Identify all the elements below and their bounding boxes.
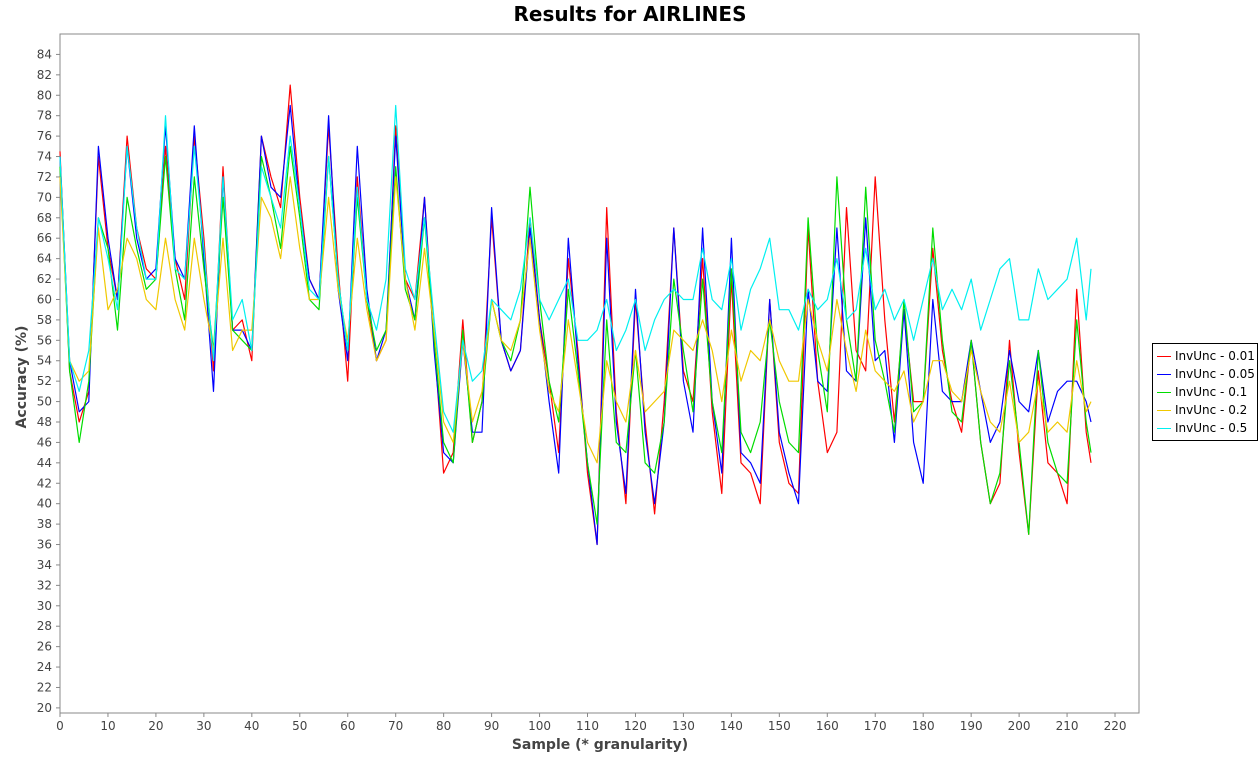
plot-area (59, 33, 1140, 714)
x-tick-label: 220 (1104, 719, 1127, 733)
y-tick-label: 30 (37, 599, 52, 613)
y-tick-label: 26 (37, 640, 52, 654)
y-tick-label: 76 (37, 129, 52, 143)
y-tick-label: 58 (37, 313, 52, 327)
legend-label: InvUnc - 0.05 (1175, 367, 1255, 381)
x-tick-label: 110 (576, 719, 599, 733)
y-tick-label: 28 (37, 619, 52, 633)
y-tick-label: 20 (37, 701, 52, 715)
y-tick-label: 50 (37, 395, 52, 409)
y-tick-label: 40 (37, 497, 52, 511)
y-tick-label: 42 (37, 476, 52, 490)
y-tick-label: 70 (37, 190, 52, 204)
x-tick-label: 100 (528, 719, 551, 733)
y-tick-label: 84 (37, 47, 52, 61)
legend-item: InvUnc - 0.5 (1153, 419, 1257, 437)
x-tick-label: 150 (768, 719, 791, 733)
y-tick-label: 44 (37, 456, 52, 470)
x-tick-label: 50 (292, 719, 307, 733)
y-tick-label: 32 (37, 578, 52, 592)
y-tick-label: 24 (37, 660, 52, 674)
y-tick-label: 62 (37, 272, 52, 286)
y-tick-label: 82 (37, 68, 52, 82)
x-tick-label: 10 (100, 719, 115, 733)
legend-label: InvUnc - 0.01 (1175, 349, 1255, 363)
y-tick-label: 36 (37, 538, 52, 552)
legend-item: InvUnc - 0.1 (1153, 383, 1257, 401)
y-tick-label: 68 (37, 211, 52, 225)
legend-item: InvUnc - 0.01 (1153, 347, 1257, 365)
x-tick-label: 170 (864, 719, 887, 733)
x-tick-label: 70 (388, 719, 403, 733)
y-tick-label: 56 (37, 333, 52, 347)
y-tick-label: 54 (37, 354, 52, 368)
x-tick-label: 190 (960, 719, 983, 733)
legend-label: InvUnc - 0.5 (1175, 421, 1248, 435)
x-axis: 0 10 20 30 40 50 60 70 80 90 100 110 120 130 140 150 160… (56, 713, 1126, 733)
legend-swatch (1157, 391, 1171, 393)
x-tick-label: 0 (56, 719, 64, 733)
y-tick-label: 46 (37, 435, 52, 449)
chart-title: Results for AIRLINES (513, 2, 747, 26)
series-line-3 (59, 176, 1092, 464)
legend-swatch (1157, 373, 1171, 375)
series-line-4 (59, 104, 1092, 433)
y-tick-label: 78 (37, 109, 52, 123)
y-tick-label: 60 (37, 292, 52, 306)
y-tick-label: 38 (37, 517, 52, 531)
y-tick-label: 48 (37, 415, 52, 429)
x-axis-label: Sample (* granularity) (512, 737, 688, 753)
series-lines (59, 84, 1092, 546)
x-tick-label: 130 (672, 719, 695, 733)
x-tick-label: 200 (1008, 719, 1031, 733)
x-tick-label: 60 (340, 719, 355, 733)
x-tick-label: 180 (912, 719, 935, 733)
x-tick-label: 80 (436, 719, 451, 733)
x-tick-label: 90 (484, 719, 499, 733)
x-tick-label: 210 (1056, 719, 1079, 733)
x-tick-label: 160 (816, 719, 839, 733)
y-tick-label: 80 (37, 88, 52, 102)
legend-item: InvUnc - 0.05 (1153, 365, 1257, 383)
y-tick-label: 64 (37, 252, 52, 266)
legend-swatch (1157, 427, 1171, 429)
legend-item: InvUnc - 0.2 (1153, 401, 1257, 419)
x-tick-label: 30 (196, 719, 211, 733)
y-tick-label: 52 (37, 374, 52, 388)
legend-label: InvUnc - 0.2 (1175, 403, 1248, 417)
legend-swatch (1157, 355, 1171, 357)
x-tick-label: 120 (624, 719, 647, 733)
y-axis: 20 22 24 26 28 30 32 34 36 38 40 42 44 46 48 50 52 54 56 58… (37, 47, 60, 715)
y-tick-label: 22 (37, 680, 52, 694)
y-axis-label: Accuracy (%) (14, 326, 30, 429)
x-tick-label: 40 (244, 719, 259, 733)
y-tick-label: 34 (37, 558, 52, 572)
y-tick-label: 74 (37, 150, 52, 164)
x-tick-label: 140 (720, 719, 743, 733)
legend: InvUnc - 0.01 InvUnc - 0.05 InvUnc - 0.1 In… (1152, 343, 1258, 441)
y-tick-label: 66 (37, 231, 52, 245)
y-tick-label: 72 (37, 170, 52, 184)
legend-swatch (1157, 409, 1171, 411)
legend-label: InvUnc - 0.1 (1175, 385, 1248, 399)
x-tick-label: 20 (148, 719, 163, 733)
